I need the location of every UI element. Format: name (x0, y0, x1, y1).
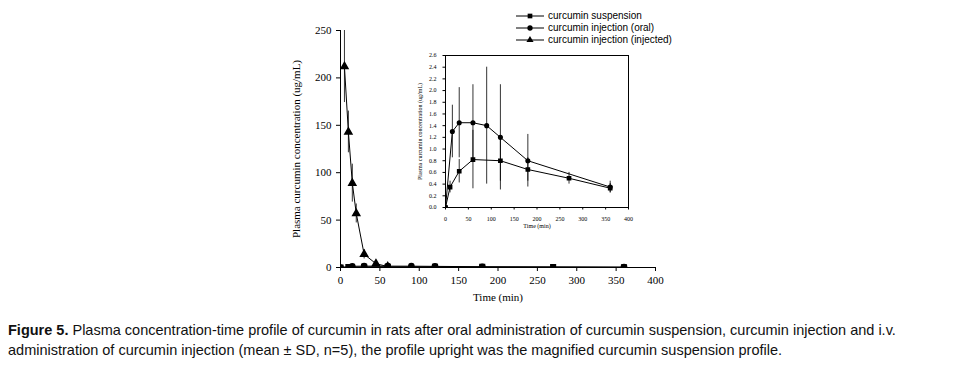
svg-text:300: 300 (578, 216, 587, 222)
svg-text:1.2: 1.2 (429, 134, 437, 140)
svg-text:250: 250 (315, 24, 332, 36)
svg-text:1.0: 1.0 (429, 146, 437, 152)
svg-text:150: 150 (315, 119, 332, 131)
svg-text:0: 0 (326, 261, 332, 273)
svg-text:Plasma curcumin concentration: Plasma curcumin concentration (ug/mL) (417, 83, 424, 180)
svg-text:150: 150 (450, 274, 467, 286)
svg-text:0.4: 0.4 (429, 181, 437, 187)
svg-text:Time (min): Time (min) (523, 223, 550, 230)
html-text:Figure 5. Plasma concentration: Figure 5. Plasma concentration-time prof… (8, 322, 896, 358)
svg-text:50: 50 (321, 214, 333, 226)
svg-text:250: 250 (529, 274, 546, 286)
html-text:curcumin injection (oral): curcumin injection (oral) (548, 22, 655, 33)
svg-text:150: 150 (510, 216, 519, 222)
svg-text:350: 350 (608, 274, 625, 286)
svg-text:1.4: 1.4 (429, 123, 437, 129)
svg-text:100: 100 (487, 216, 496, 222)
svg-text:50: 50 (374, 274, 386, 286)
svg-text:200: 200 (490, 274, 507, 286)
svg-text:50: 50 (465, 216, 471, 222)
svg-text:1.6: 1.6 (429, 111, 437, 117)
svg-text:2.4: 2.4 (429, 64, 437, 70)
svg-text:300: 300 (569, 274, 586, 286)
html-text:curcumin injection (injected): curcumin injection (injected) (548, 34, 672, 45)
svg-text:2.0: 2.0 (429, 87, 437, 93)
svg-text:200: 200 (533, 216, 542, 222)
html-text:curcumin suspension: curcumin suspension (548, 10, 642, 21)
svg-text:400: 400 (647, 274, 664, 286)
svg-text:Time (min): Time (min) (473, 291, 523, 304)
svg-text:1.8: 1.8 (429, 99, 437, 105)
svg-text:100: 100 (411, 274, 428, 286)
svg-text:100: 100 (315, 166, 332, 178)
svg-text:0: 0 (444, 216, 447, 222)
svg-text:0.2: 0.2 (429, 193, 437, 199)
svg-text:Plasma curcumin concentration: Plasma curcumin concentration (ug/mL) (290, 60, 303, 238)
svg-text:0.0: 0.0 (429, 204, 437, 210)
svg-text:200: 200 (315, 71, 332, 83)
svg-text:2.2: 2.2 (429, 76, 437, 82)
svg-text:0.8: 0.8 (429, 158, 437, 164)
svg-text:0: 0 (338, 274, 344, 286)
svg-text:400: 400 (624, 216, 633, 222)
svg-text:350: 350 (601, 216, 610, 222)
svg-text:250: 250 (555, 216, 564, 222)
svg-text:2.6: 2.6 (429, 52, 437, 58)
svg-text:0.6: 0.6 (429, 169, 437, 175)
